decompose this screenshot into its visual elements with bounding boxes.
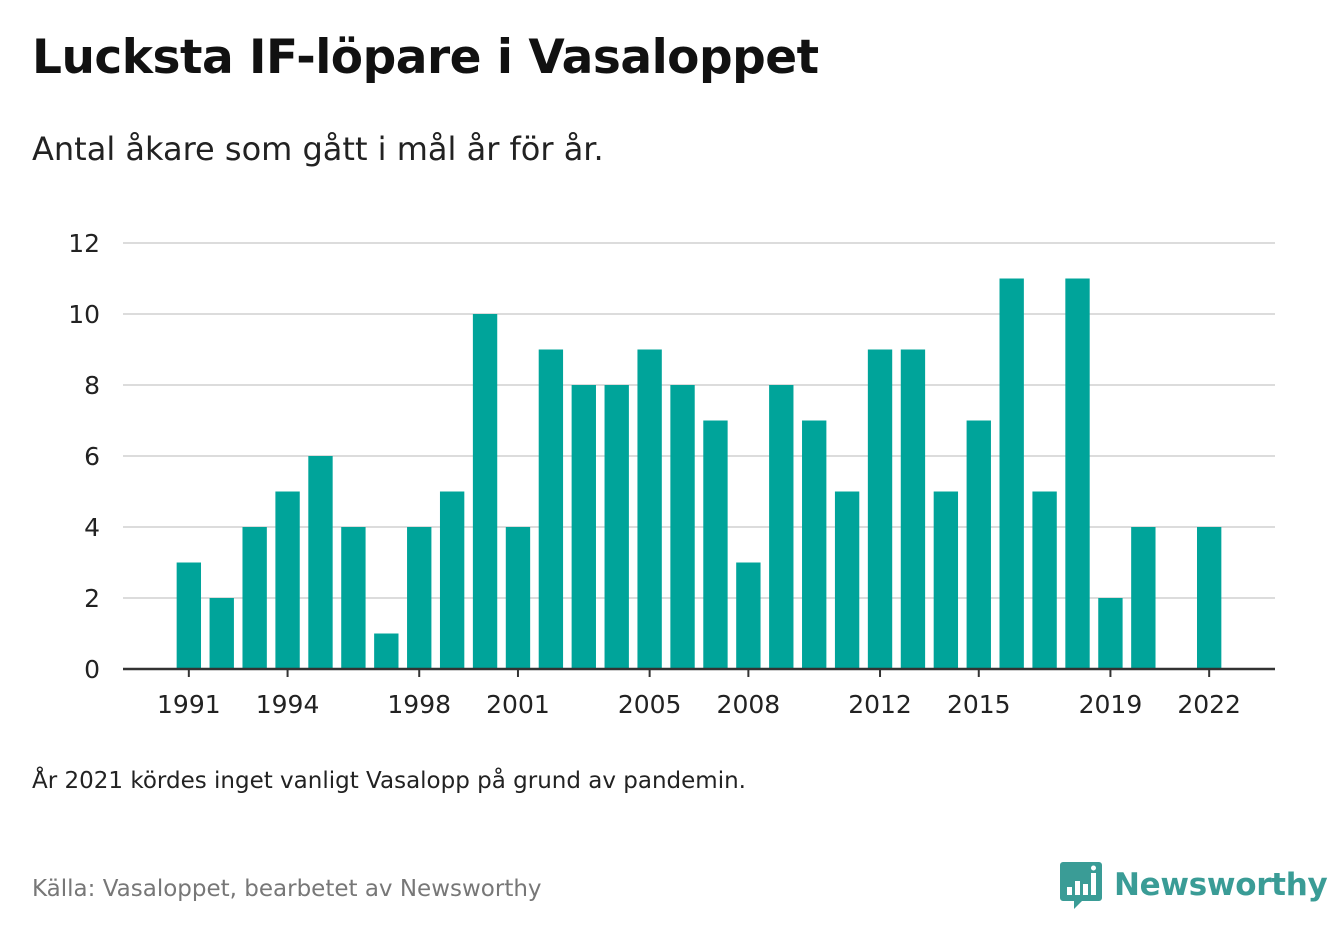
x-tick-label: 1994 xyxy=(256,690,320,719)
bar-1999 xyxy=(439,491,465,669)
y-tick-label: 4 xyxy=(84,513,100,542)
y-tick-label: 12 xyxy=(68,229,100,258)
bar-2000 xyxy=(472,314,498,669)
bar-1997 xyxy=(374,633,399,669)
bar-1995 xyxy=(308,456,333,669)
x-tick-label: 2015 xyxy=(947,690,1011,719)
bar-2001 xyxy=(505,527,531,669)
bar-2004 xyxy=(604,385,629,669)
bar-2005 xyxy=(637,349,662,669)
bar-2006 xyxy=(670,385,695,669)
bar-2007 xyxy=(703,420,728,669)
bar-2020 xyxy=(1131,527,1156,669)
x-tick-label: 2008 xyxy=(717,690,781,719)
x-tick-label: 2022 xyxy=(1177,690,1241,719)
bar-1993 xyxy=(242,527,267,669)
bar-2018 xyxy=(1065,278,1090,669)
x-tick-label: 2019 xyxy=(1079,690,1143,719)
x-axis: 1991 1994 1998 2001 2005 2008 2012 2015 2019 2022 xyxy=(123,667,1275,719)
x-tick-label: 2005 xyxy=(618,690,682,719)
bar-2010 xyxy=(802,420,827,669)
newsworthy-logo: Newsworthy xyxy=(1060,860,1328,910)
bar-2009 xyxy=(769,385,794,669)
chart-title: Lucksta IF-löpare i Vasaloppet xyxy=(32,30,819,85)
bar-1994 xyxy=(275,491,300,669)
y-axis-ticks: 0 2 4 6 8 10 12 xyxy=(68,229,100,684)
x-tick-label: 2012 xyxy=(848,690,912,719)
y-tick-label: 6 xyxy=(84,442,100,471)
source-line: Källa: Vasaloppet, bearbetet av Newswort… xyxy=(32,876,542,902)
bar-1992 xyxy=(209,598,234,669)
bar-2002 xyxy=(538,349,564,669)
bar-2003 xyxy=(571,385,596,669)
bar-2012 xyxy=(867,349,893,669)
bar-2019 xyxy=(1098,598,1123,669)
newsworthy-logo-icon xyxy=(1060,862,1102,909)
x-tick-label: 1991 xyxy=(157,690,221,719)
bar-2014 xyxy=(933,491,959,669)
bar-2022 xyxy=(1196,527,1222,669)
bar-1991 xyxy=(176,562,202,669)
bar-2011 xyxy=(834,491,860,669)
bar-2017 xyxy=(1032,491,1057,669)
bars xyxy=(176,278,1222,669)
brand-name: Newsworthy xyxy=(1114,867,1328,903)
y-tick-label: 2 xyxy=(84,584,100,613)
y-tick-label: 0 xyxy=(84,655,100,684)
x-tick-label: 1998 xyxy=(387,690,451,719)
bar-1996 xyxy=(341,527,366,669)
bar-2013 xyxy=(900,349,926,669)
bar-2008 xyxy=(736,562,761,669)
chart-subtitle: Antal åkare som gått i mål år för år. xyxy=(32,130,604,168)
chart-note: År 2021 kördes inget vanligt Vasalopp på… xyxy=(32,768,746,794)
bar-2015 xyxy=(966,420,991,669)
y-tick-label: 10 xyxy=(68,300,100,329)
x-tick-label: 2001 xyxy=(486,690,550,719)
y-tick-label: 8 xyxy=(84,371,100,400)
bar-1998 xyxy=(407,527,432,669)
bar-2016 xyxy=(999,278,1024,669)
bar-chart: 0 2 4 6 8 10 12 1991 1994 1998 2001 2005 2008 2012 20… xyxy=(68,229,1275,719)
